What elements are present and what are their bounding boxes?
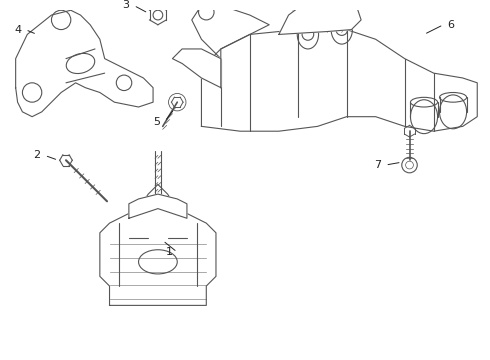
Polygon shape bbox=[192, 5, 269, 59]
Polygon shape bbox=[201, 30, 477, 131]
Text: 7: 7 bbox=[374, 160, 381, 170]
Text: 2: 2 bbox=[33, 150, 41, 161]
Polygon shape bbox=[100, 184, 216, 305]
Text: 1: 1 bbox=[166, 247, 173, 257]
Text: 6: 6 bbox=[448, 20, 455, 30]
Polygon shape bbox=[129, 194, 187, 218]
Text: 3: 3 bbox=[122, 0, 129, 10]
Text: 4: 4 bbox=[14, 24, 21, 35]
Polygon shape bbox=[172, 49, 221, 87]
Polygon shape bbox=[16, 10, 153, 117]
Polygon shape bbox=[279, 0, 361, 35]
Text: 5: 5 bbox=[153, 117, 160, 126]
